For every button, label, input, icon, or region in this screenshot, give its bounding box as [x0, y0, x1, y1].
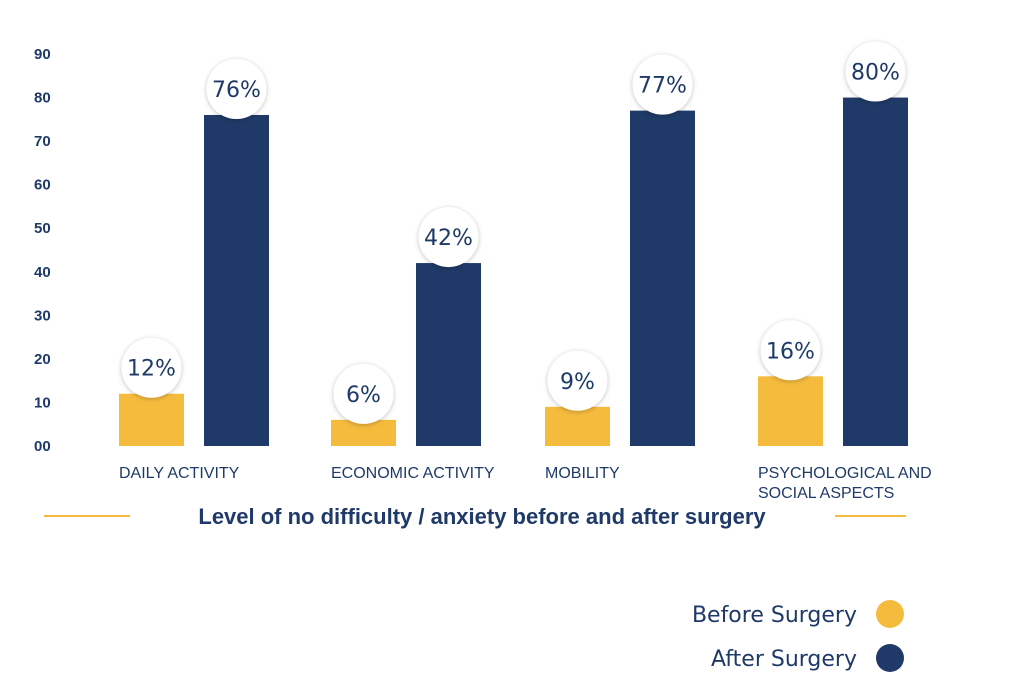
data-label: 16% — [766, 339, 815, 364]
bar-after-3 — [843, 97, 908, 447]
data-label: 9% — [560, 370, 595, 395]
data-label: 76% — [212, 78, 261, 103]
y-tick-label: 90 — [34, 46, 51, 63]
legend-label: After Surgery — [711, 647, 857, 672]
y-tick-label: 30 — [34, 307, 51, 324]
data-label-bubble: 42% — [418, 207, 479, 268]
y-tick-label: 70 — [34, 133, 51, 150]
data-label-circle — [547, 350, 608, 411]
data-label-circle — [121, 337, 182, 398]
y-tick-label: 50 — [34, 220, 51, 237]
y-tick-label: 40 — [34, 264, 51, 281]
legend-label: Before Surgery — [692, 603, 857, 628]
legend-item-before-surgery: Before Surgery — [692, 600, 904, 628]
bars-group — [119, 97, 908, 447]
data-label-bubble: 80% — [845, 41, 906, 102]
data-label: 77% — [638, 74, 687, 99]
data-label-circle — [760, 320, 821, 381]
category-label: MOBILITY — [545, 465, 620, 482]
legend: Before Surgery After Surgery — [692, 600, 904, 672]
y-tick-label: 80 — [34, 90, 51, 107]
data-label-circle — [418, 207, 479, 268]
data-label: 42% — [424, 226, 473, 251]
y-axis: 00 10 20 30 40 50 60 70 80 90 — [34, 46, 51, 455]
bar-before-3 — [758, 376, 823, 446]
legend-item-after-surgery: After Surgery — [711, 644, 904, 672]
data-label-bubble: 16% — [760, 320, 821, 381]
data-label: 80% — [851, 61, 900, 86]
data-label-bubble: 6% — [333, 363, 394, 424]
data-label-bubble: 12% — [121, 337, 182, 398]
data-label-circle — [632, 54, 693, 115]
y-tick-label: 00 — [34, 438, 51, 455]
data-label-circle — [845, 41, 906, 102]
bar-before-0 — [119, 393, 184, 446]
chart-title-group: Level of no difficulty / anxiety before … — [44, 504, 906, 529]
bar-before-2 — [545, 406, 610, 446]
bar-before-1 — [331, 419, 396, 446]
category-label: PSYCHOLOGICAL AND — [758, 465, 932, 482]
category-labels: DAILY ACTIVITY ECONOMIC ACTIVITY MOBILITY P… — [119, 465, 932, 502]
y-tick-label: 20 — [34, 351, 51, 368]
data-label-bubble: 77% — [632, 54, 693, 115]
data-label-circle — [333, 363, 394, 424]
bar-after-2 — [630, 110, 695, 446]
y-tick-label: 60 — [34, 177, 51, 194]
legend-swatch — [876, 644, 904, 672]
legend-swatch — [876, 600, 904, 628]
data-labels: 12% 76% 6% 42% 9% 77% 16% 80% — [121, 41, 906, 424]
bar-after-1 — [416, 263, 481, 446]
data-label: 6% — [346, 383, 381, 408]
data-label-bubble: 76% — [206, 58, 267, 119]
data-label-bubble: 9% — [547, 350, 608, 411]
data-label-circle — [206, 58, 267, 119]
category-label: SOCIAL ASPECTS — [758, 485, 894, 502]
category-label: ECONOMIC ACTIVITY — [331, 465, 495, 482]
category-label: DAILY ACTIVITY — [119, 465, 240, 482]
chart-title: Level of no difficulty / anxiety before … — [198, 504, 766, 529]
data-label: 12% — [127, 357, 176, 382]
bar-after-0 — [204, 114, 269, 446]
y-tick-label: 10 — [34, 394, 51, 411]
